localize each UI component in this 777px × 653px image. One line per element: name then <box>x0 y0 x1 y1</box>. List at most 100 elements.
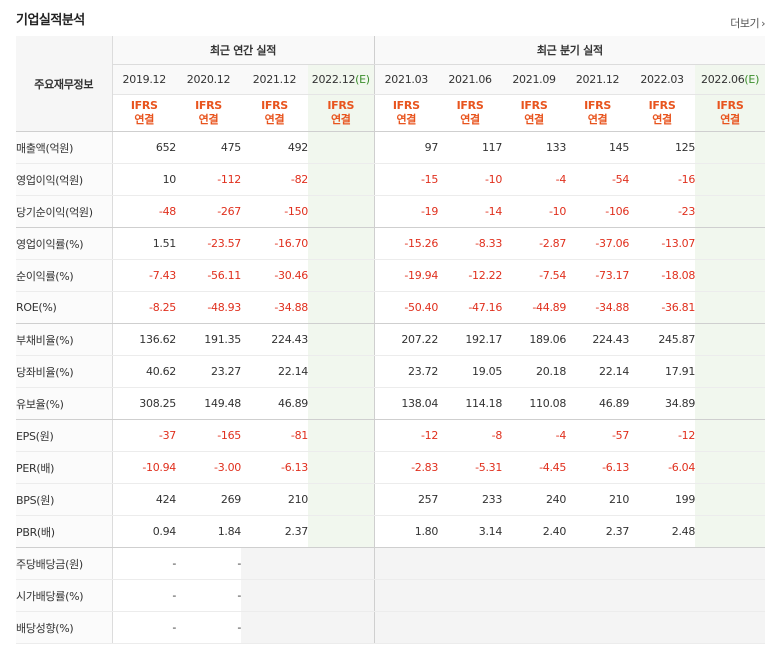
row-header: 주요재무정보 <box>16 36 113 132</box>
period-label: 2021.09 <box>512 73 556 86</box>
row-label: 영업이익(억원) <box>16 163 113 196</box>
row-label: 주당배당금(원) <box>16 547 113 580</box>
table-cell: 233 <box>438 483 502 516</box>
table-cell: -267 <box>176 195 241 228</box>
ifrs-bottom: 연결 <box>652 113 672 126</box>
ifrs-top: IFRS <box>195 99 222 112</box>
period-header: 2022.06(E) <box>695 64 766 95</box>
table-cell: 133 <box>502 131 566 164</box>
table-cell: - <box>112 547 176 580</box>
table-cell: -47.16 <box>438 291 502 324</box>
table-cell: 2.40 <box>502 515 566 548</box>
table-cell: -14 <box>438 195 502 228</box>
table-cell: 308.25 <box>112 387 176 420</box>
row-label: 영업이익률(%) <box>16 227 113 260</box>
period-label: 2022.12 <box>311 73 356 86</box>
table-cell <box>695 355 766 388</box>
row-label: 배당성향(%) <box>16 611 113 644</box>
table-cell: -13.07 <box>629 227 695 260</box>
table-cell: 22.14 <box>566 355 629 388</box>
table-cell <box>629 579 696 612</box>
ifrs-bottom: 연결 <box>524 113 544 126</box>
table-cell <box>308 227 375 260</box>
table-cell <box>308 547 375 580</box>
table-cell <box>438 579 503 612</box>
table-cell: -4 <box>502 419 566 452</box>
table-cell: 1.80 <box>373 515 438 548</box>
more-link[interactable]: 더보기 › <box>730 15 765 31</box>
ifrs-top: IFRS <box>584 99 611 112</box>
ifrs-bottom: 연결 <box>264 113 285 126</box>
table-cell: -7.43 <box>112 259 176 292</box>
table-cell: -4 <box>502 163 566 196</box>
table-row: 영업이익(억원) 10 -112 -82 -15 -10 -4 -54 -16 <box>16 163 766 196</box>
table-cell <box>695 515 766 548</box>
table-row: 당기순이익(억원) -48 -267 -150 -19 -14 -10 -106 -23 <box>16 195 766 228</box>
period-header: 2022.03 <box>629 64 696 95</box>
table-cell <box>695 131 766 164</box>
table-row: 유보율(%) 308.25 149.48 46.89 138.04 114.18 110.0… <box>16 387 766 420</box>
ifrs-label: IFRS 연결 <box>502 99 566 127</box>
period-header: 2022.12(E) <box>308 64 375 95</box>
table-cell: -15.26 <box>373 227 438 260</box>
ifrs-badge: IFRS 연결 <box>629 94 696 132</box>
table-row: 영업이익률(%) 1.51 -23.57 -16.70 -15.26 -8.33 -2.87… <box>16 227 766 260</box>
table-cell <box>308 131 375 164</box>
ifrs-top: IFRS <box>327 99 355 112</box>
chevron-right-icon: › <box>761 17 765 30</box>
table-cell <box>308 291 375 324</box>
table-cell <box>629 611 696 644</box>
table-cell: -16.70 <box>241 227 308 260</box>
table-cell <box>502 579 567 612</box>
table-cell: 492 <box>241 131 308 164</box>
table-cell <box>308 259 375 292</box>
table-cell <box>308 195 375 228</box>
more-label[interactable]: 더보기 <box>730 17 760 30</box>
table-cell: 40.62 <box>112 355 176 388</box>
period-header: 2021.06 <box>438 64 503 95</box>
table-cell <box>695 227 766 260</box>
table-cell: 210 <box>566 483 629 516</box>
period-header-row: 2019.12 2020.12 2021.12 2022.12(E) 2021.03 20… <box>16 64 766 95</box>
ifrs-bottom: 연결 <box>460 113 480 126</box>
ifrs-top: IFRS <box>261 99 288 112</box>
table-cell: -10 <box>438 163 502 196</box>
row-label: 유보율(%) <box>16 387 113 420</box>
table-cell <box>502 547 567 580</box>
row-label: 부채비율(%) <box>16 323 113 356</box>
table-cell: 224.43 <box>566 323 629 356</box>
table-cell: -57 <box>566 419 629 452</box>
table-cell <box>695 323 766 356</box>
table-cell <box>308 419 375 452</box>
ifrs-label: IFRS 연결 <box>375 99 439 127</box>
table-cell: 475 <box>176 131 241 164</box>
table-cell <box>373 547 439 580</box>
row-label: BPS(원) <box>16 483 113 516</box>
table-cell: -6.13 <box>566 451 629 484</box>
ifrs-bottom: 연결 <box>396 113 417 126</box>
table-cell <box>373 611 439 644</box>
ifrs-top: IFRS <box>456 99 484 112</box>
ifrs-label: IFRS 연결 <box>566 99 629 127</box>
ifrs-label: IFRS 연결 <box>629 99 695 127</box>
table-row: 시가배당률(%) - - <box>16 579 766 612</box>
row-label: EPS(원) <box>16 419 113 452</box>
table-cell <box>308 515 375 548</box>
table-cell: 145 <box>566 131 629 164</box>
table-cell: 1.51 <box>112 227 176 260</box>
table-cell: -50.40 <box>373 291 438 324</box>
table-cell <box>695 451 766 484</box>
table-cell: -23.57 <box>176 227 241 260</box>
table-cell: -37 <box>112 419 176 452</box>
table-cell: 269 <box>176 483 241 516</box>
ifrs-badge: IFRS 연결 <box>308 94 375 132</box>
table-cell: 192.17 <box>438 323 502 356</box>
table-cell <box>695 483 766 516</box>
table-cell: -8.33 <box>438 227 502 260</box>
table-cell: 138.04 <box>373 387 438 420</box>
table-cell: -7.54 <box>502 259 566 292</box>
ifrs-label: IFRS 연결 <box>176 99 241 127</box>
table-cell: -12 <box>629 419 695 452</box>
ifrs-badge: IFRS 연결 <box>566 94 630 132</box>
